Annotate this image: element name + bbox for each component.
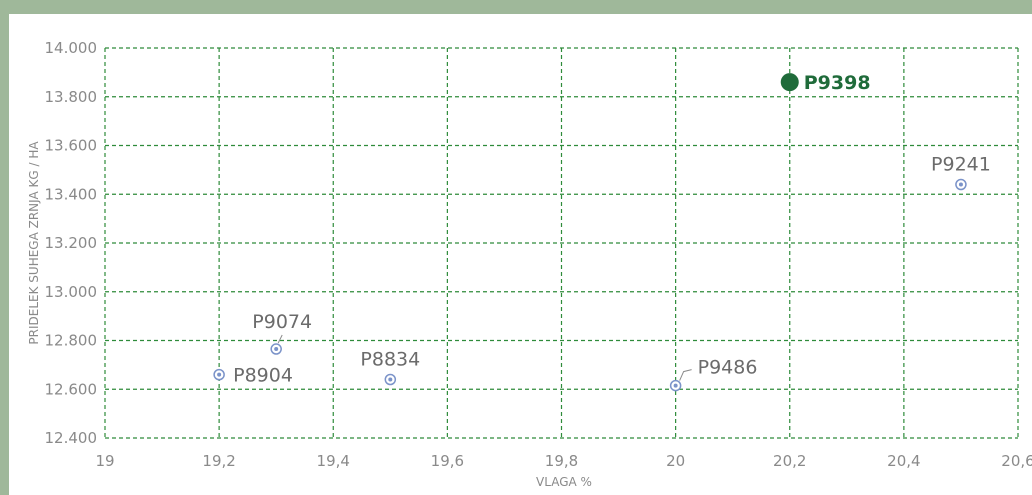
data-point: P9398	[780, 72, 871, 94]
label-leader-line	[277, 334, 283, 344]
x-tick-label: 20	[666, 452, 685, 470]
x-tick-label: 19,8	[545, 452, 578, 470]
data-point: P9486	[669, 357, 758, 392]
y-tick-label: 13.800	[45, 88, 98, 106]
marker-dot	[958, 182, 963, 187]
left-border	[0, 14, 9, 495]
data-points: P9398 P9241 P9074 P8904 P8834 P9486	[213, 72, 991, 392]
x-axis-ticks: 19 19,2 19,4 19,6 19,8 20 20,2 20,4 20,6	[95, 452, 1032, 470]
point-label: P9241	[931, 154, 991, 176]
label-leader-line	[679, 369, 692, 381]
grid	[104, 47, 1019, 439]
y-tick-label: 14.000	[45, 39, 98, 57]
x-tick-label: 20,6	[1001, 452, 1032, 470]
point-label: P9074	[252, 311, 312, 333]
y-axis-ticks: 12.400 12.600 12.800 13.000 13.200 13.400 13.6…	[45, 39, 98, 447]
x-tick-label: 19,2	[202, 452, 235, 470]
point-label: P9486	[698, 357, 758, 379]
y-tick-label: 13.600	[45, 137, 98, 155]
marker-dot	[388, 377, 393, 382]
x-tick-label: 19,4	[317, 452, 350, 470]
x-tick-label: 19,6	[431, 452, 464, 470]
title-bar	[0, 0, 1032, 14]
data-point: P9074	[252, 311, 312, 355]
point-label: P8904	[233, 365, 293, 387]
y-tick-label: 13.200	[45, 234, 98, 252]
data-point: P8834	[360, 349, 420, 386]
marker-highlight	[780, 73, 799, 92]
y-tick-label: 13.000	[45, 283, 98, 301]
data-point: P9241	[931, 154, 991, 191]
point-label: P9398	[804, 72, 871, 94]
marker-dot	[274, 347, 279, 352]
x-tick-label: 20,2	[773, 452, 806, 470]
marker-dot	[673, 383, 678, 388]
marker-dot	[217, 372, 222, 377]
x-tick-label: 19	[95, 452, 114, 470]
y-tick-label: 12.800	[45, 332, 98, 350]
y-tick-label: 13.400	[45, 185, 98, 203]
y-tick-label: 12.400	[45, 429, 98, 447]
x-tick-label: 20,4	[887, 452, 920, 470]
point-label: P8834	[360, 349, 420, 371]
data-point: P8904	[213, 365, 293, 387]
y-axis-label: PRIDELEK SUHEGA ZRNJA KG / HA	[27, 141, 41, 345]
x-axis-label: VLAGA %	[536, 475, 592, 489]
y-tick-label: 12.600	[45, 380, 98, 398]
